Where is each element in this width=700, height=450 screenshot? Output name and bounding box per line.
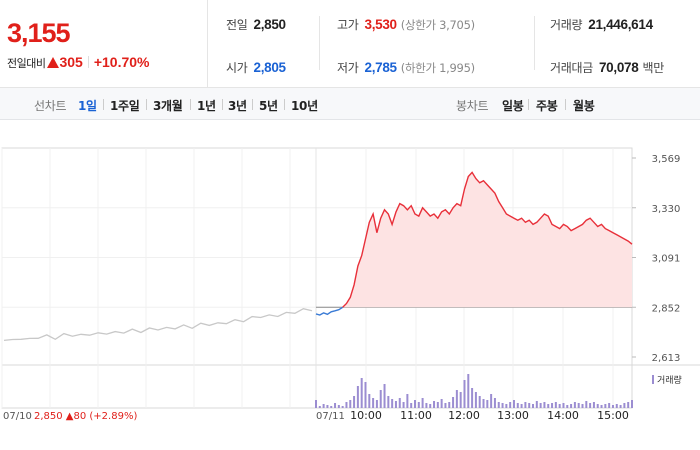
high-label: 고가 bbox=[337, 18, 359, 32]
low-label: 저가 bbox=[337, 61, 359, 75]
change-row: 전일대비 305 +10.70% bbox=[7, 54, 150, 71]
period-3year[interactable]: 3년 bbox=[228, 99, 247, 113]
period-10year[interactable]: 10년 bbox=[291, 99, 318, 113]
volume-legend-swatch bbox=[652, 375, 654, 384]
divider bbox=[222, 99, 223, 110]
period-3month[interactable]: 3개월 bbox=[153, 99, 183, 113]
y-tick-label: 3,091 bbox=[652, 254, 681, 265]
up-triangle-icon bbox=[47, 57, 60, 68]
prev-close-stat: 전일 2,850 bbox=[226, 16, 286, 33]
price-chart-svg: 3,569 3,330 3,091 2,852 2,613 거래량 07/10 2,850 ▲… bbox=[1, 147, 700, 422]
x-tick-label: 14:00 bbox=[547, 409, 579, 422]
open-stat: 시가 2,805 bbox=[226, 59, 286, 76]
low-value: 2,785 bbox=[364, 60, 397, 75]
open-label: 시가 bbox=[226, 61, 248, 75]
volume-stat: 거래량 21,446,614 bbox=[550, 16, 653, 33]
x-tick-label: 13:00 bbox=[497, 409, 529, 422]
line-chart-label: 선차트 bbox=[34, 99, 67, 113]
prev-date-label: 07/10 bbox=[3, 411, 32, 422]
divider bbox=[87, 56, 89, 68]
y-tick-label: 2,852 bbox=[652, 303, 681, 314]
prev-day-line bbox=[3, 308, 313, 342]
quote-summary: 3,155 전일대비 305 +10.70% 전일 2,850 시가 2,805 고가 3… bbox=[0, 0, 700, 88]
divider bbox=[534, 16, 535, 70]
change-percent: +10.70% bbox=[93, 54, 150, 70]
volume-label: 거래량 bbox=[550, 18, 583, 32]
divider bbox=[103, 99, 104, 110]
divider bbox=[284, 99, 285, 110]
candle-monthly[interactable]: 월봉 bbox=[573, 99, 595, 113]
prev-close-label: 전일 bbox=[226, 18, 248, 32]
candle-daily[interactable]: 일봉 bbox=[502, 99, 524, 113]
up-fill-area bbox=[316, 172, 632, 308]
prev-close-value: 2,850 bbox=[253, 17, 286, 32]
high-value: 3,530 bbox=[364, 17, 397, 32]
today-line-up bbox=[342, 171, 633, 308]
prev-day-summary: 2,850 ▲80 (+2.89%) bbox=[34, 411, 137, 422]
period-5year[interactable]: 5년 bbox=[259, 99, 278, 113]
x-tick-label: 10:00 bbox=[350, 409, 382, 422]
period-1day[interactable]: 1일 bbox=[78, 99, 97, 113]
chart-period-bar: 선차트 1일 1주일 3개월 1년 3년 5년 10년 봉차트 일봉 주봉 월봉 bbox=[0, 88, 700, 120]
x-tick-label: 15:00 bbox=[597, 409, 629, 422]
high-stat: 고가 3,530 (상한가 3,705) bbox=[337, 16, 475, 33]
divider bbox=[565, 99, 566, 110]
divider bbox=[190, 99, 191, 110]
x-tick-label: 11:00 bbox=[400, 409, 432, 422]
today-date-label: 07/11 bbox=[316, 411, 345, 422]
low-stat: 저가 2,785 (하한가 1,995) bbox=[337, 59, 475, 76]
y-tick-label: 2,613 bbox=[652, 353, 681, 364]
intraday-chart[interactable]: 3,569 3,330 3,091 2,852 2,613 거래량 07/10 2,850 ▲… bbox=[0, 121, 700, 450]
open-value: 2,805 bbox=[253, 60, 286, 75]
amount-unit: 백만 bbox=[642, 61, 664, 75]
volume-legend-label: 거래량 bbox=[657, 374, 682, 386]
divider bbox=[528, 99, 529, 110]
today-line-down bbox=[315, 306, 344, 316]
amount-label: 거래대금 bbox=[550, 61, 593, 75]
volume-value: 21,446,614 bbox=[588, 17, 653, 32]
amount-value: 70,078 bbox=[598, 60, 639, 75]
y-tick-label: 3,330 bbox=[652, 204, 681, 215]
x-tick-label: 12:00 bbox=[448, 409, 480, 422]
current-price: 3,155 bbox=[7, 18, 71, 48]
period-1year[interactable]: 1년 bbox=[197, 99, 216, 113]
y-tick-label: 3,569 bbox=[652, 154, 681, 165]
lower-limit: (하한가 1,995) bbox=[400, 61, 475, 75]
divider bbox=[146, 99, 147, 110]
change-label: 전일대비 bbox=[7, 57, 46, 70]
divider bbox=[319, 16, 320, 70]
candle-weekly[interactable]: 주봉 bbox=[536, 99, 558, 113]
change-value: 305 bbox=[59, 54, 83, 70]
amount-stat: 거래대금 70,078 백만 bbox=[550, 59, 664, 76]
divider bbox=[252, 99, 253, 110]
current-price-box: 3,155 전일대비 305 +10.70% bbox=[0, 0, 208, 88]
upper-limit: (상한가 3,705) bbox=[400, 18, 475, 32]
candle-chart-label: 봉차트 bbox=[456, 99, 489, 113]
period-1week[interactable]: 1주일 bbox=[110, 99, 140, 113]
